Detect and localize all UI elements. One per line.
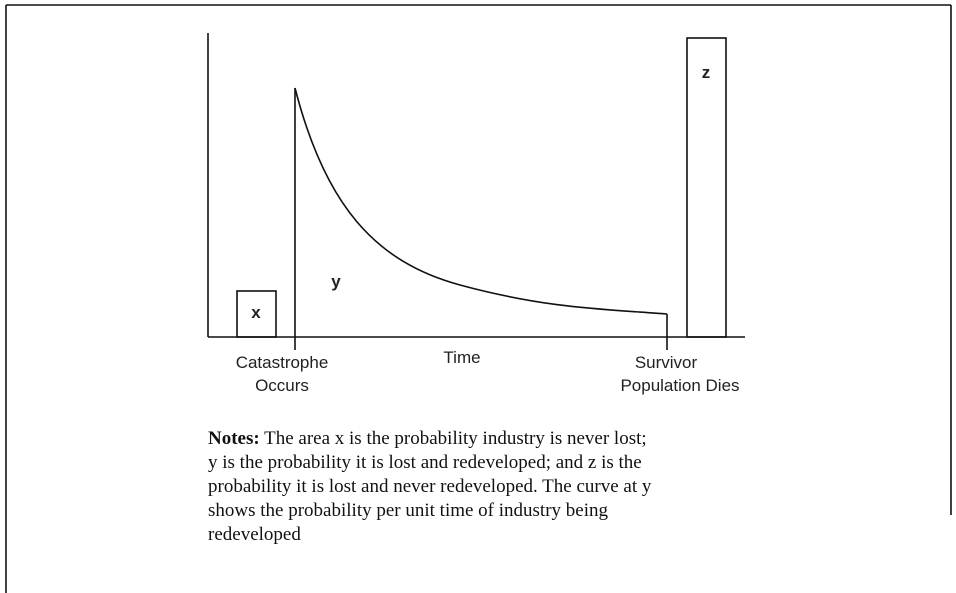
notes-line: Notes: The area x is the probability ind…	[208, 428, 647, 449]
notes-lead: Notes:	[208, 428, 260, 449]
area-z-box	[686, 37, 727, 338]
area-label: x	[251, 303, 261, 322]
redevelopment-curve	[294, 87, 668, 315]
axis-label: Occurs	[255, 376, 309, 395]
notes-text: The area x is the probability industry i…	[260, 428, 647, 449]
notes-line: probability it is lost and never redevel…	[208, 476, 652, 497]
notes-line: shows the probability per unit time of i…	[208, 500, 609, 521]
axis-label: Survivor	[635, 353, 698, 372]
area-label: z	[702, 63, 711, 82]
axis-label: Population Dies	[620, 376, 739, 395]
axis-label: Catastrophe	[236, 353, 329, 372]
notes-line: redeveloped	[208, 524, 301, 545]
area-label: y	[331, 272, 341, 291]
area-x-box	[236, 290, 277, 338]
axis-label: Time	[443, 348, 480, 367]
notes-line: y is the probability it is lost and rede…	[208, 452, 642, 473]
